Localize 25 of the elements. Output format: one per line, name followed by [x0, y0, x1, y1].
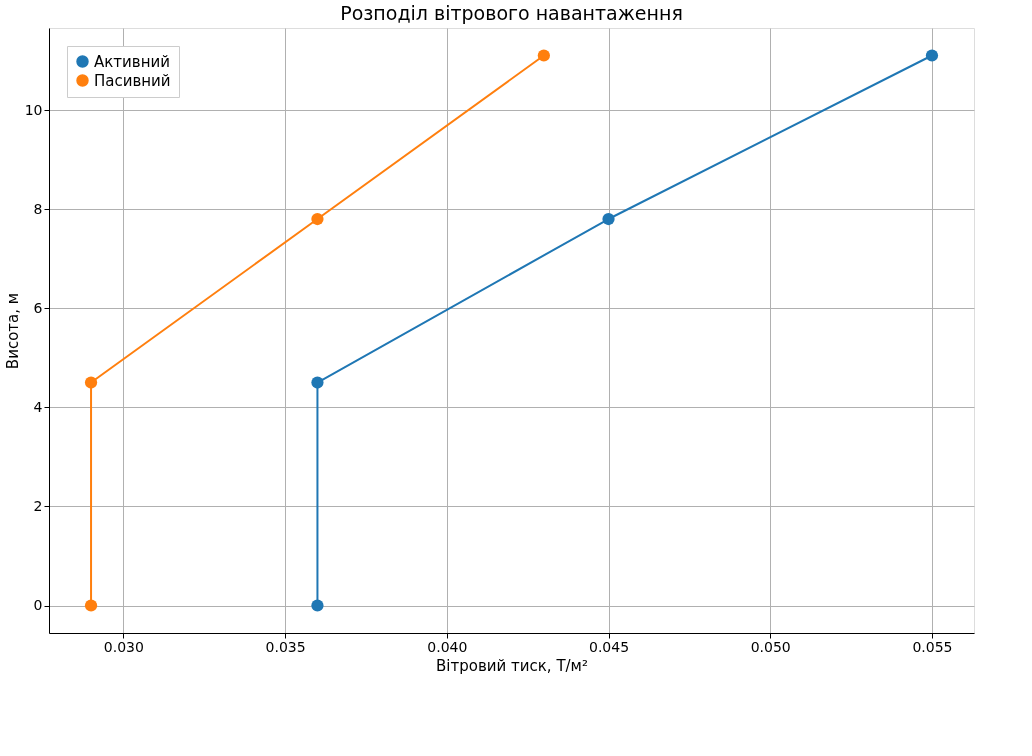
- y-tick-label: 10: [24, 101, 43, 118]
- x-tick-label: 0.050: [750, 638, 791, 655]
- x-tick-label: 0.045: [588, 638, 630, 655]
- x-tick-label: 0.040: [427, 638, 468, 655]
- x-tick-label: 0.055: [912, 638, 953, 655]
- y-tick-label: 6: [33, 299, 43, 316]
- y-tick-label: 8: [33, 200, 43, 217]
- point: [537, 49, 550, 62]
- point: [84, 376, 98, 389]
- legend-label: Пасивний: [94, 71, 171, 90]
- y-tick-label: 2: [33, 497, 43, 514]
- x-tick-label: 0.030: [103, 638, 144, 655]
- legend-label: Активний: [94, 52, 170, 71]
- x-axis-title: Вітровий тиск, Т/м²: [436, 656, 588, 675]
- point: [84, 599, 98, 612]
- point: [311, 376, 324, 389]
- x-tick-label: 0.035: [265, 638, 306, 655]
- y-tick-label: 0: [33, 597, 43, 613]
- point: [311, 599, 324, 612]
- y-tick-label: 4: [33, 398, 43, 415]
- point: [602, 212, 615, 226]
- y-axis-title: Висота, м: [3, 292, 22, 370]
- point: [311, 212, 324, 226]
- chart-title: Розподіл вітрового навантаження: [340, 2, 683, 24]
- point: [925, 49, 939, 62]
